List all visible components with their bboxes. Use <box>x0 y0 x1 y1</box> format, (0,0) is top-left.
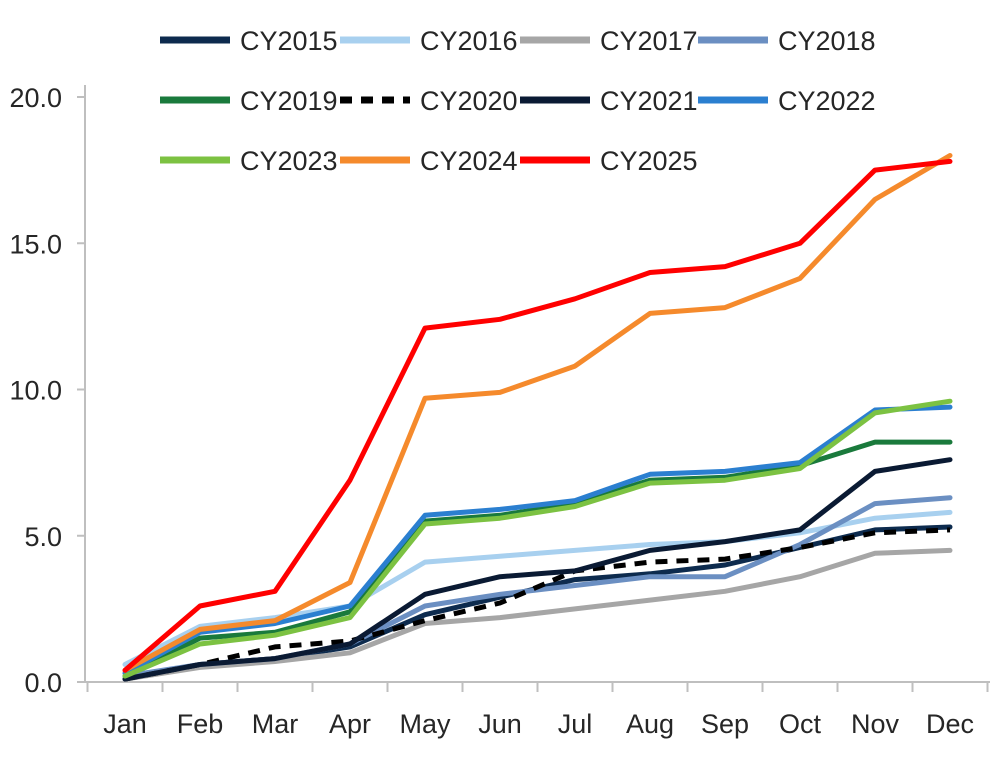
x-tick-label: Nov <box>851 709 900 739</box>
legend-label: CY2022 <box>778 86 876 116</box>
legend-label: CY2016 <box>420 26 518 56</box>
x-tick-label: Jun <box>478 709 522 739</box>
legend-item-cy2023: CY2023 <box>160 146 338 176</box>
x-tick-label: Oct <box>779 709 822 739</box>
legend-label: CY2020 <box>420 86 518 116</box>
y-tick-label: 5.0 <box>24 522 62 552</box>
series-line-cy2019 <box>122 439 953 679</box>
legend-item-cy2020: CY2020 <box>340 86 518 116</box>
legend-item-cy2016: CY2016 <box>340 26 518 56</box>
series-line-cy2020 <box>124 527 951 682</box>
series-line-cy2025 <box>122 158 953 673</box>
y-tick-label: 15.0 <box>9 229 62 259</box>
legend-label: CY2024 <box>420 146 518 176</box>
legend-label: CY2019 <box>240 86 338 116</box>
x-tick-label: Mar <box>252 709 299 739</box>
series-line-cy2017 <box>122 547 953 682</box>
x-tick-label: Feb <box>177 709 224 739</box>
y-tick-label: 10.0 <box>9 376 62 406</box>
x-tick-label: Jul <box>558 709 593 739</box>
series-line-cy2016 <box>122 509 953 667</box>
series-line-cy2021 <box>122 457 953 682</box>
series-line-cy2023 <box>122 398 953 679</box>
x-tick-label: May <box>399 709 451 739</box>
x-tick-label: Dec <box>926 709 974 739</box>
legend-label: CY2018 <box>778 26 876 56</box>
legend-label: CY2015 <box>240 26 338 56</box>
legend: CY2015 CY2016 CY2017 CY2018 CY2019 CY2020 CY20… <box>160 26 876 176</box>
legend-item-cy2015: CY2015 <box>160 26 338 56</box>
x-tick-label: Aug <box>626 709 674 739</box>
series-lines <box>122 153 953 682</box>
y-tick-label: 0.0 <box>24 668 62 698</box>
legend-label: CY2023 <box>240 146 338 176</box>
y-tick-label: 20.0 <box>9 83 62 113</box>
legend-item-cy2018: CY2018 <box>698 26 876 56</box>
y-axis: 0.0 5.0 10.0 15.0 20.0 <box>9 83 86 698</box>
x-tick-label: Jan <box>103 709 147 739</box>
x-tick-label: Sep <box>701 709 749 739</box>
legend-label: CY2025 <box>600 146 698 176</box>
legend-item-cy2024: CY2024 <box>340 146 518 176</box>
x-tick-label: Apr <box>329 709 371 739</box>
series-line-cy2024 <box>122 153 953 673</box>
legend-item-cy2017: CY2017 <box>520 26 698 56</box>
legend-label: CY2017 <box>600 26 698 56</box>
series-line-cy2015 <box>122 524 953 682</box>
series-line-cy2022 <box>122 404 953 676</box>
legend-label: CY2021 <box>600 86 698 116</box>
legend-item-cy2021: CY2021 <box>520 86 698 116</box>
x-axis: Jan Feb Mar Apr May Jun Jul Aug Sep Oct Nov Dec <box>85 681 990 739</box>
legend-item-cy2022: CY2022 <box>698 86 876 116</box>
legend-item-cy2025: CY2025 <box>520 146 698 176</box>
legend-item-cy2019: CY2019 <box>160 86 338 116</box>
